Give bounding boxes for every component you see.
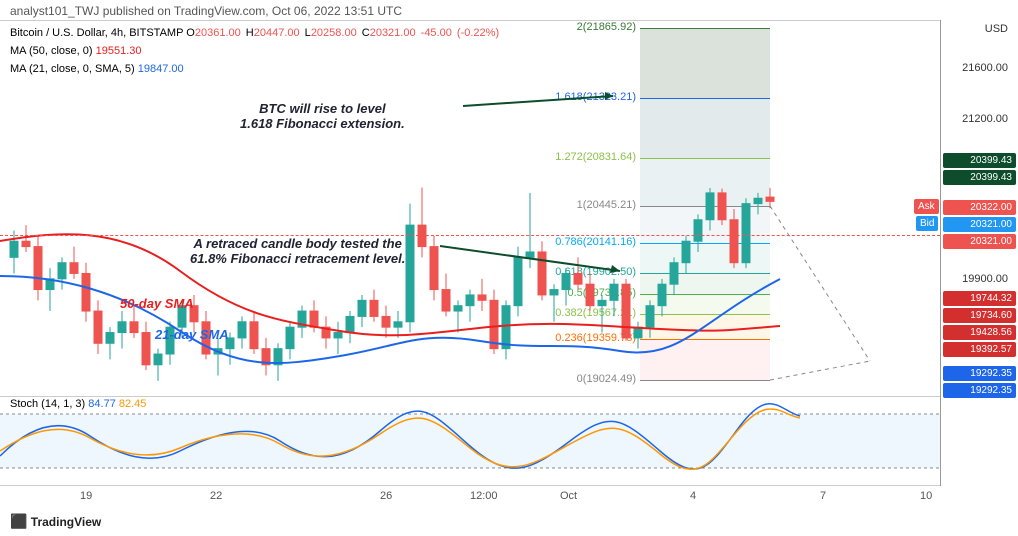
annotation-2: A retraced candle body tested the61.8% F…	[190, 236, 405, 266]
x-tick: 22	[210, 490, 222, 502]
y-price-badge: 20399.43	[943, 153, 1016, 168]
y-price-badge: 19292.35	[943, 383, 1016, 398]
y-unit: USD	[981, 22, 1012, 36]
x-tick: 26	[380, 490, 392, 502]
x-axis[interactable]: 19 22 26 12:00 Oct 4 7 10	[0, 486, 940, 506]
stoch-d: 82.45	[119, 398, 147, 410]
y-tick: 21200.00	[958, 112, 1012, 126]
x-tick: 4	[690, 490, 696, 502]
ask-tag: Ask	[914, 199, 939, 214]
bid-tag: Bid	[916, 216, 938, 231]
x-tick: 10	[920, 490, 932, 502]
y-price-badge: 19292.35	[943, 366, 1016, 381]
y-tick: 21600.00	[958, 61, 1012, 75]
x-tick: 7	[820, 490, 826, 502]
arrow-2	[440, 246, 630, 276]
x-tick: 19	[80, 490, 92, 502]
publish-header: analyst101_TWJ published on TradingView.…	[10, 4, 402, 18]
main-chart[interactable]: 2(21865.92)1.618(21323.21)1.272(20831.64…	[0, 20, 940, 396]
current-price-line	[0, 235, 940, 236]
y-price-badge: 19734.60	[943, 308, 1016, 323]
y-tick: 19900.00	[958, 272, 1012, 286]
x-tick: 12:00	[470, 490, 498, 502]
y-price-badge: 20399.43	[943, 170, 1016, 185]
annotation-1: BTC will rise to level1.618 Fibonacci ex…	[240, 101, 405, 131]
y-price-badge: 19428.56	[943, 325, 1016, 340]
y-axis[interactable]: USD 21600.00 21200.00 19900.00 20399.43 203…	[940, 20, 1018, 486]
y-price-badge: 19744.32	[943, 291, 1016, 306]
sma50-annotation: 50-day SMA	[120, 296, 194, 311]
y-price-badge: 20322.00	[943, 200, 1016, 215]
chart-svg	[0, 21, 940, 397]
stoch-k: 84.77	[88, 398, 116, 410]
y-price-badge: 19392.57	[943, 342, 1016, 357]
arrow-1	[463, 96, 623, 116]
x-tick: Oct	[560, 490, 577, 502]
y-price-badge: 20321.00	[943, 234, 1016, 249]
y-price-badge: 20321.00	[943, 217, 1016, 232]
sma21-annotation: 21-day SMA	[155, 327, 229, 342]
stoch-label: Stoch (14, 1, 3) 84.77 82.45	[10, 398, 146, 410]
tradingview-logo: ⬛ TradingView	[10, 513, 101, 530]
